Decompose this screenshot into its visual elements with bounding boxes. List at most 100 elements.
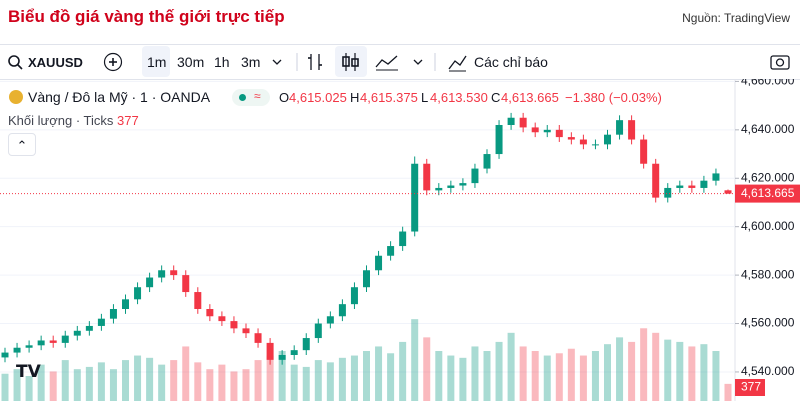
candle-body (507, 117, 515, 125)
candle-body (218, 316, 226, 322)
volume-bar (604, 344, 611, 401)
volume-bar (230, 371, 238, 401)
candle-body (242, 328, 250, 334)
y-tick-label: 4,560.000 (741, 316, 795, 330)
volume-bar (37, 364, 45, 401)
y-tick-label: 4,620.000 (741, 170, 795, 184)
page-title: Biểu đồ giá vàng thế giới trực tiếp (8, 7, 285, 26)
volume-bar (591, 351, 599, 401)
volume-bar (555, 353, 563, 401)
volume-bar (664, 339, 672, 401)
volume-bar (109, 369, 117, 401)
symbol[interactable]: XAUUSD (28, 55, 83, 70)
volume-bar (676, 341, 684, 401)
candle-body (591, 144, 599, 146)
volume-bar (447, 355, 455, 401)
candle-body (302, 338, 310, 351)
volume-bar (158, 364, 166, 401)
status-pill: ≈ (232, 89, 270, 106)
change: −1.380 (−0.03%) (565, 90, 662, 105)
candle-body (85, 325, 93, 331)
volume-bar (616, 337, 624, 401)
volume-bar (266, 355, 274, 401)
candle-body (254, 333, 262, 343)
selected-interval-bg (142, 46, 170, 77)
volume-bar (363, 351, 370, 401)
candle-body (724, 190, 732, 194)
y-tick-label: 4,580.000 (741, 267, 795, 281)
indicators-button[interactable]: Các chỉ báo (474, 54, 548, 70)
candle-body (676, 185, 684, 188)
candle-body (555, 129, 563, 138)
volume-bar (254, 360, 262, 401)
candle-body (61, 335, 69, 343)
candle-body (338, 304, 346, 317)
volume-bar (61, 360, 69, 401)
volume-bar (724, 383, 732, 401)
candle-body (423, 163, 431, 191)
volume-bar (567, 348, 575, 401)
candle-body (25, 345, 33, 348)
volume-bar (507, 332, 515, 401)
candle-body (13, 347, 21, 353)
chart: 4,660.000 4,640.000 4,620.000 4,600.000 4,58… (0, 79, 800, 401)
last-price-tag (735, 184, 800, 203)
volume-bar (700, 344, 708, 401)
volume-bar (1, 373, 9, 401)
ohlc-key: L (421, 90, 429, 105)
candle-body (134, 287, 142, 300)
candle-body (363, 270, 370, 288)
volume-bar (97, 362, 105, 401)
volume-bar (49, 371, 57, 401)
volume-bar (411, 319, 419, 401)
tv-logo: 𝗧𝗩 (16, 362, 41, 381)
candle-body (459, 183, 467, 186)
candle-body (290, 350, 298, 355)
y-tick-label: 4,640.000 (741, 122, 795, 136)
y-tick-label: 4,540.000 (741, 364, 795, 378)
volume-bar (290, 364, 298, 401)
ohlc-key: H (350, 90, 360, 105)
interval[interactable]: 3m (241, 54, 261, 70)
volume-bar (85, 366, 93, 401)
candle-body (567, 137, 575, 140)
candle-body (194, 292, 202, 309)
volume-bar (543, 355, 551, 401)
volume-bar (628, 341, 636, 401)
ohlc-value: 4,615.025 (289, 90, 347, 105)
candle-body (483, 154, 491, 169)
candle-body (471, 168, 479, 184)
candle-body (435, 187, 443, 191)
candle-body (206, 309, 214, 317)
candle-body (266, 342, 274, 360)
candle-body (628, 120, 636, 140)
interval[interactable]: 1h (214, 54, 230, 70)
collapse-button[interactable]: ⌃ (8, 133, 36, 156)
volume-bar (194, 362, 202, 401)
volume-tag (735, 379, 765, 396)
candle-body (73, 330, 81, 336)
volume-bar (134, 355, 142, 401)
volume-bar (13, 369, 21, 401)
candle-body (350, 287, 358, 305)
selected-style-bg (335, 46, 367, 77)
interval[interactable]: 1m (147, 54, 167, 70)
candle-body (122, 299, 129, 309)
candle-body (1, 352, 9, 358)
volume-bar (338, 357, 346, 401)
candle-body (616, 120, 624, 135)
volume-bar (375, 346, 383, 401)
volume-bar (302, 366, 310, 401)
volume-bar (423, 337, 431, 401)
toolbar: XAUUSD 1m 30m 1h 3m Các chỉ báo (0, 44, 800, 80)
volume-bar (278, 351, 286, 401)
candle-body (652, 163, 660, 198)
volume-bar (531, 351, 539, 401)
interval[interactable]: 30m (177, 54, 205, 70)
volume-bar (350, 355, 358, 401)
volume-bar (242, 369, 250, 401)
volume-bar (314, 360, 322, 401)
volume-bar (182, 346, 190, 401)
volume-bar (579, 355, 587, 401)
